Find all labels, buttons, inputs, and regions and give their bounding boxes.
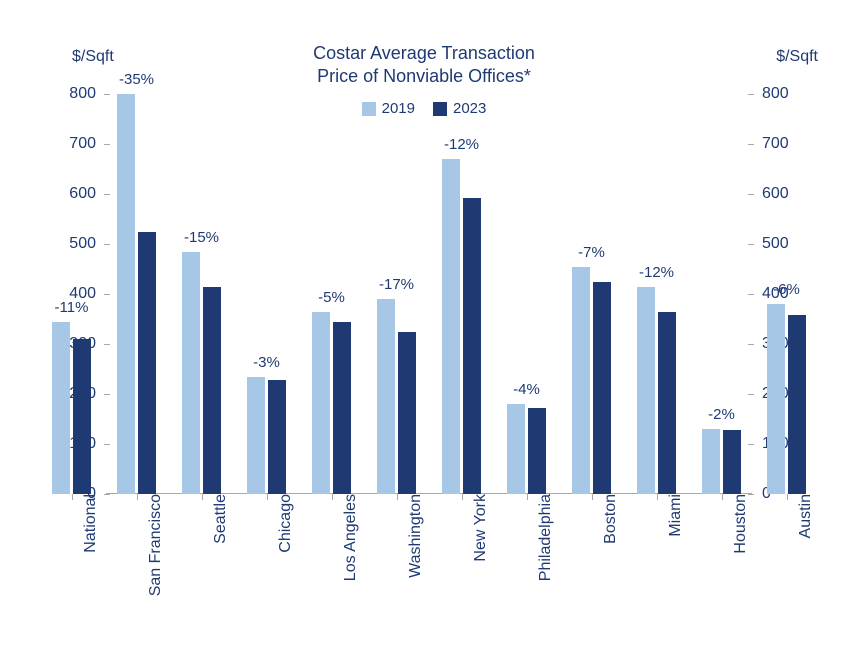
y-axis-label-left: $/Sqft bbox=[72, 48, 114, 66]
pct-change-label: -6% bbox=[773, 281, 800, 298]
x-category-label: Miami bbox=[659, 494, 685, 537]
y-tick-label: 700 bbox=[762, 135, 789, 153]
x-tick bbox=[137, 494, 138, 500]
y-tick bbox=[748, 94, 754, 95]
x-category-label: Philadelphia bbox=[529, 494, 555, 581]
bar-2019 bbox=[117, 94, 135, 494]
pct-change-label: -12% bbox=[639, 264, 674, 281]
y-tick bbox=[104, 444, 110, 445]
bar-2023 bbox=[203, 287, 221, 495]
bar-2019 bbox=[52, 322, 70, 495]
bar-2023 bbox=[788, 315, 806, 494]
bar-2019 bbox=[442, 159, 460, 494]
y-tick-label: 800 bbox=[762, 85, 789, 103]
bar-2023 bbox=[268, 380, 286, 494]
bar-2023 bbox=[593, 282, 611, 495]
bar-2023 bbox=[528, 408, 546, 495]
y-tick-label: 500 bbox=[69, 235, 96, 253]
bar-2023 bbox=[398, 332, 416, 495]
x-tick bbox=[787, 494, 788, 500]
bar-2023 bbox=[73, 339, 91, 494]
pct-change-label: -2% bbox=[708, 406, 735, 423]
bar-2019 bbox=[702, 429, 720, 494]
y-tick-label: 500 bbox=[762, 235, 789, 253]
bar-2023 bbox=[138, 232, 156, 495]
x-category-label: Seattle bbox=[204, 494, 230, 544]
y-tick-label: 800 bbox=[69, 85, 96, 103]
y-tick bbox=[104, 244, 110, 245]
x-tick bbox=[722, 494, 723, 500]
x-tick bbox=[202, 494, 203, 500]
bar-2019 bbox=[377, 299, 395, 494]
y-tick bbox=[104, 94, 110, 95]
pct-change-label: -11% bbox=[55, 299, 89, 316]
bar-2019 bbox=[182, 252, 200, 495]
pct-change-label: -15% bbox=[184, 229, 219, 246]
y-tick bbox=[748, 294, 754, 295]
y-tick bbox=[104, 344, 110, 345]
x-tick bbox=[397, 494, 398, 500]
x-category-label: Houston bbox=[724, 494, 750, 554]
pct-change-label: -4% bbox=[513, 381, 540, 398]
bar-2019 bbox=[507, 404, 525, 494]
pct-change-label: -12% bbox=[444, 136, 479, 153]
bar-2023 bbox=[463, 198, 481, 494]
y-tick bbox=[104, 394, 110, 395]
y-tick bbox=[748, 444, 754, 445]
x-category-label: Chicago bbox=[269, 494, 295, 553]
x-category-label: Washington bbox=[399, 494, 425, 578]
chart-title-line2: Price of Nonviable Offices* bbox=[317, 66, 531, 86]
y-tick bbox=[748, 344, 754, 345]
pct-change-label: -5% bbox=[318, 289, 345, 306]
bar-2023 bbox=[333, 322, 351, 495]
x-tick bbox=[72, 494, 73, 500]
bar-2019 bbox=[767, 304, 785, 494]
plot-area: 0010010020020030030040040050050060060070… bbox=[110, 94, 748, 494]
pct-change-label: -3% bbox=[253, 354, 280, 371]
y-axis-label-right: $/Sqft bbox=[776, 48, 818, 66]
y-tick bbox=[104, 194, 110, 195]
bar-2019 bbox=[312, 312, 330, 495]
chart-container: Costar Average Transaction Price of Nonv… bbox=[0, 0, 848, 649]
x-category-label: Los Angeles bbox=[334, 494, 360, 581]
y-tick-label: 600 bbox=[69, 185, 96, 203]
x-tick bbox=[267, 494, 268, 500]
y-tick-label: 600 bbox=[762, 185, 789, 203]
x-tick bbox=[462, 494, 463, 500]
y-tick bbox=[748, 194, 754, 195]
pct-change-label: -17% bbox=[379, 276, 414, 293]
chart-title-line1: Costar Average Transaction bbox=[313, 43, 535, 63]
x-tick bbox=[527, 494, 528, 500]
pct-change-label: -7% bbox=[578, 244, 605, 261]
x-tick bbox=[657, 494, 658, 500]
x-tick bbox=[332, 494, 333, 500]
bar-2019 bbox=[247, 377, 265, 495]
y-tick bbox=[748, 144, 754, 145]
bar-2023 bbox=[723, 430, 741, 494]
x-category-label: Boston bbox=[594, 494, 620, 544]
y-tick-label: 700 bbox=[69, 135, 96, 153]
pct-change-label: -35% bbox=[119, 71, 154, 88]
bar-2019 bbox=[572, 267, 590, 495]
x-category-label: San Francisco bbox=[139, 494, 165, 596]
y-tick bbox=[104, 494, 110, 495]
x-category-label: National bbox=[74, 494, 100, 553]
x-category-label: Austin bbox=[789, 494, 815, 538]
y-tick bbox=[104, 294, 110, 295]
y-tick bbox=[748, 244, 754, 245]
x-category-label: New York bbox=[464, 494, 490, 562]
bar-2023 bbox=[658, 312, 676, 495]
y-tick bbox=[104, 144, 110, 145]
bar-2019 bbox=[637, 287, 655, 495]
y-tick bbox=[748, 394, 754, 395]
x-tick bbox=[592, 494, 593, 500]
